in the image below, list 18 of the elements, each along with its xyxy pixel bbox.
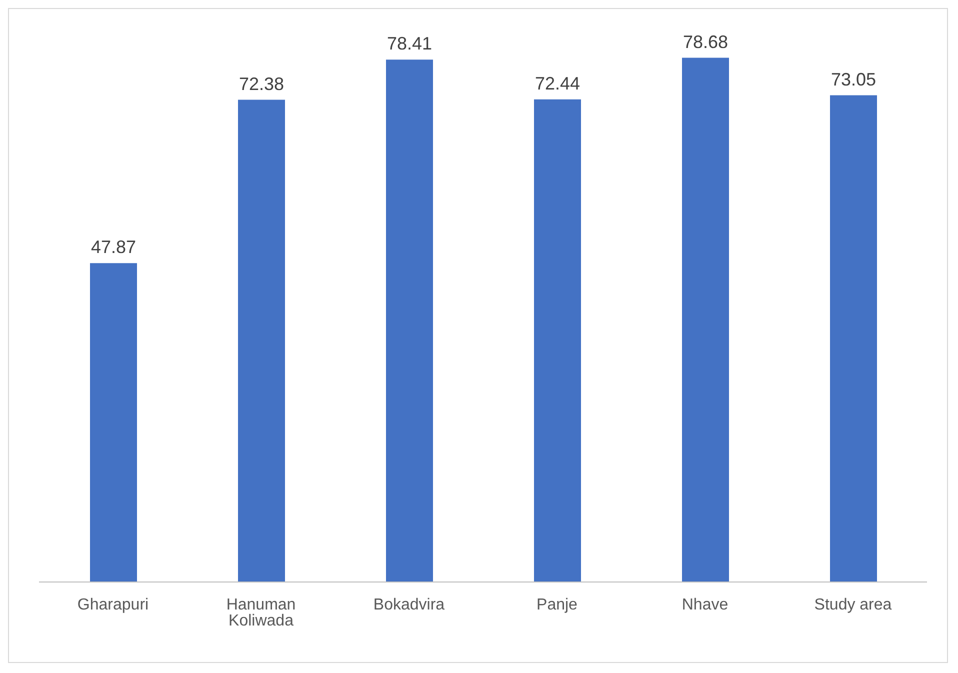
data-label: 72.38	[238, 74, 284, 94]
bar	[238, 100, 285, 582]
bar	[682, 58, 729, 582]
x-tick-label: Study area	[814, 596, 892, 614]
x-tick-label: Nhave	[682, 596, 728, 614]
bar	[830, 95, 877, 582]
data-label: 78.68	[682, 32, 728, 52]
data-label: 78.41	[386, 34, 432, 54]
bar	[534, 99, 581, 582]
x-tick-label: Bokadvira	[373, 596, 445, 614]
bar	[90, 263, 137, 582]
bar	[386, 60, 433, 582]
data-label: 73.05	[830, 69, 876, 90]
x-tick-label: Hanuman Koliwada	[226, 596, 296, 630]
data-label: 47.87	[90, 237, 136, 258]
x-tick-label: Panje	[536, 596, 578, 614]
data-label: 72.44	[534, 73, 580, 94]
x-tick-label: Gharapuri	[77, 596, 149, 614]
